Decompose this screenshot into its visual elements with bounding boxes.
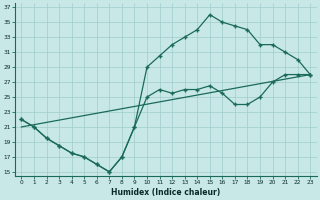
X-axis label: Humidex (Indice chaleur): Humidex (Indice chaleur) bbox=[111, 188, 220, 197]
